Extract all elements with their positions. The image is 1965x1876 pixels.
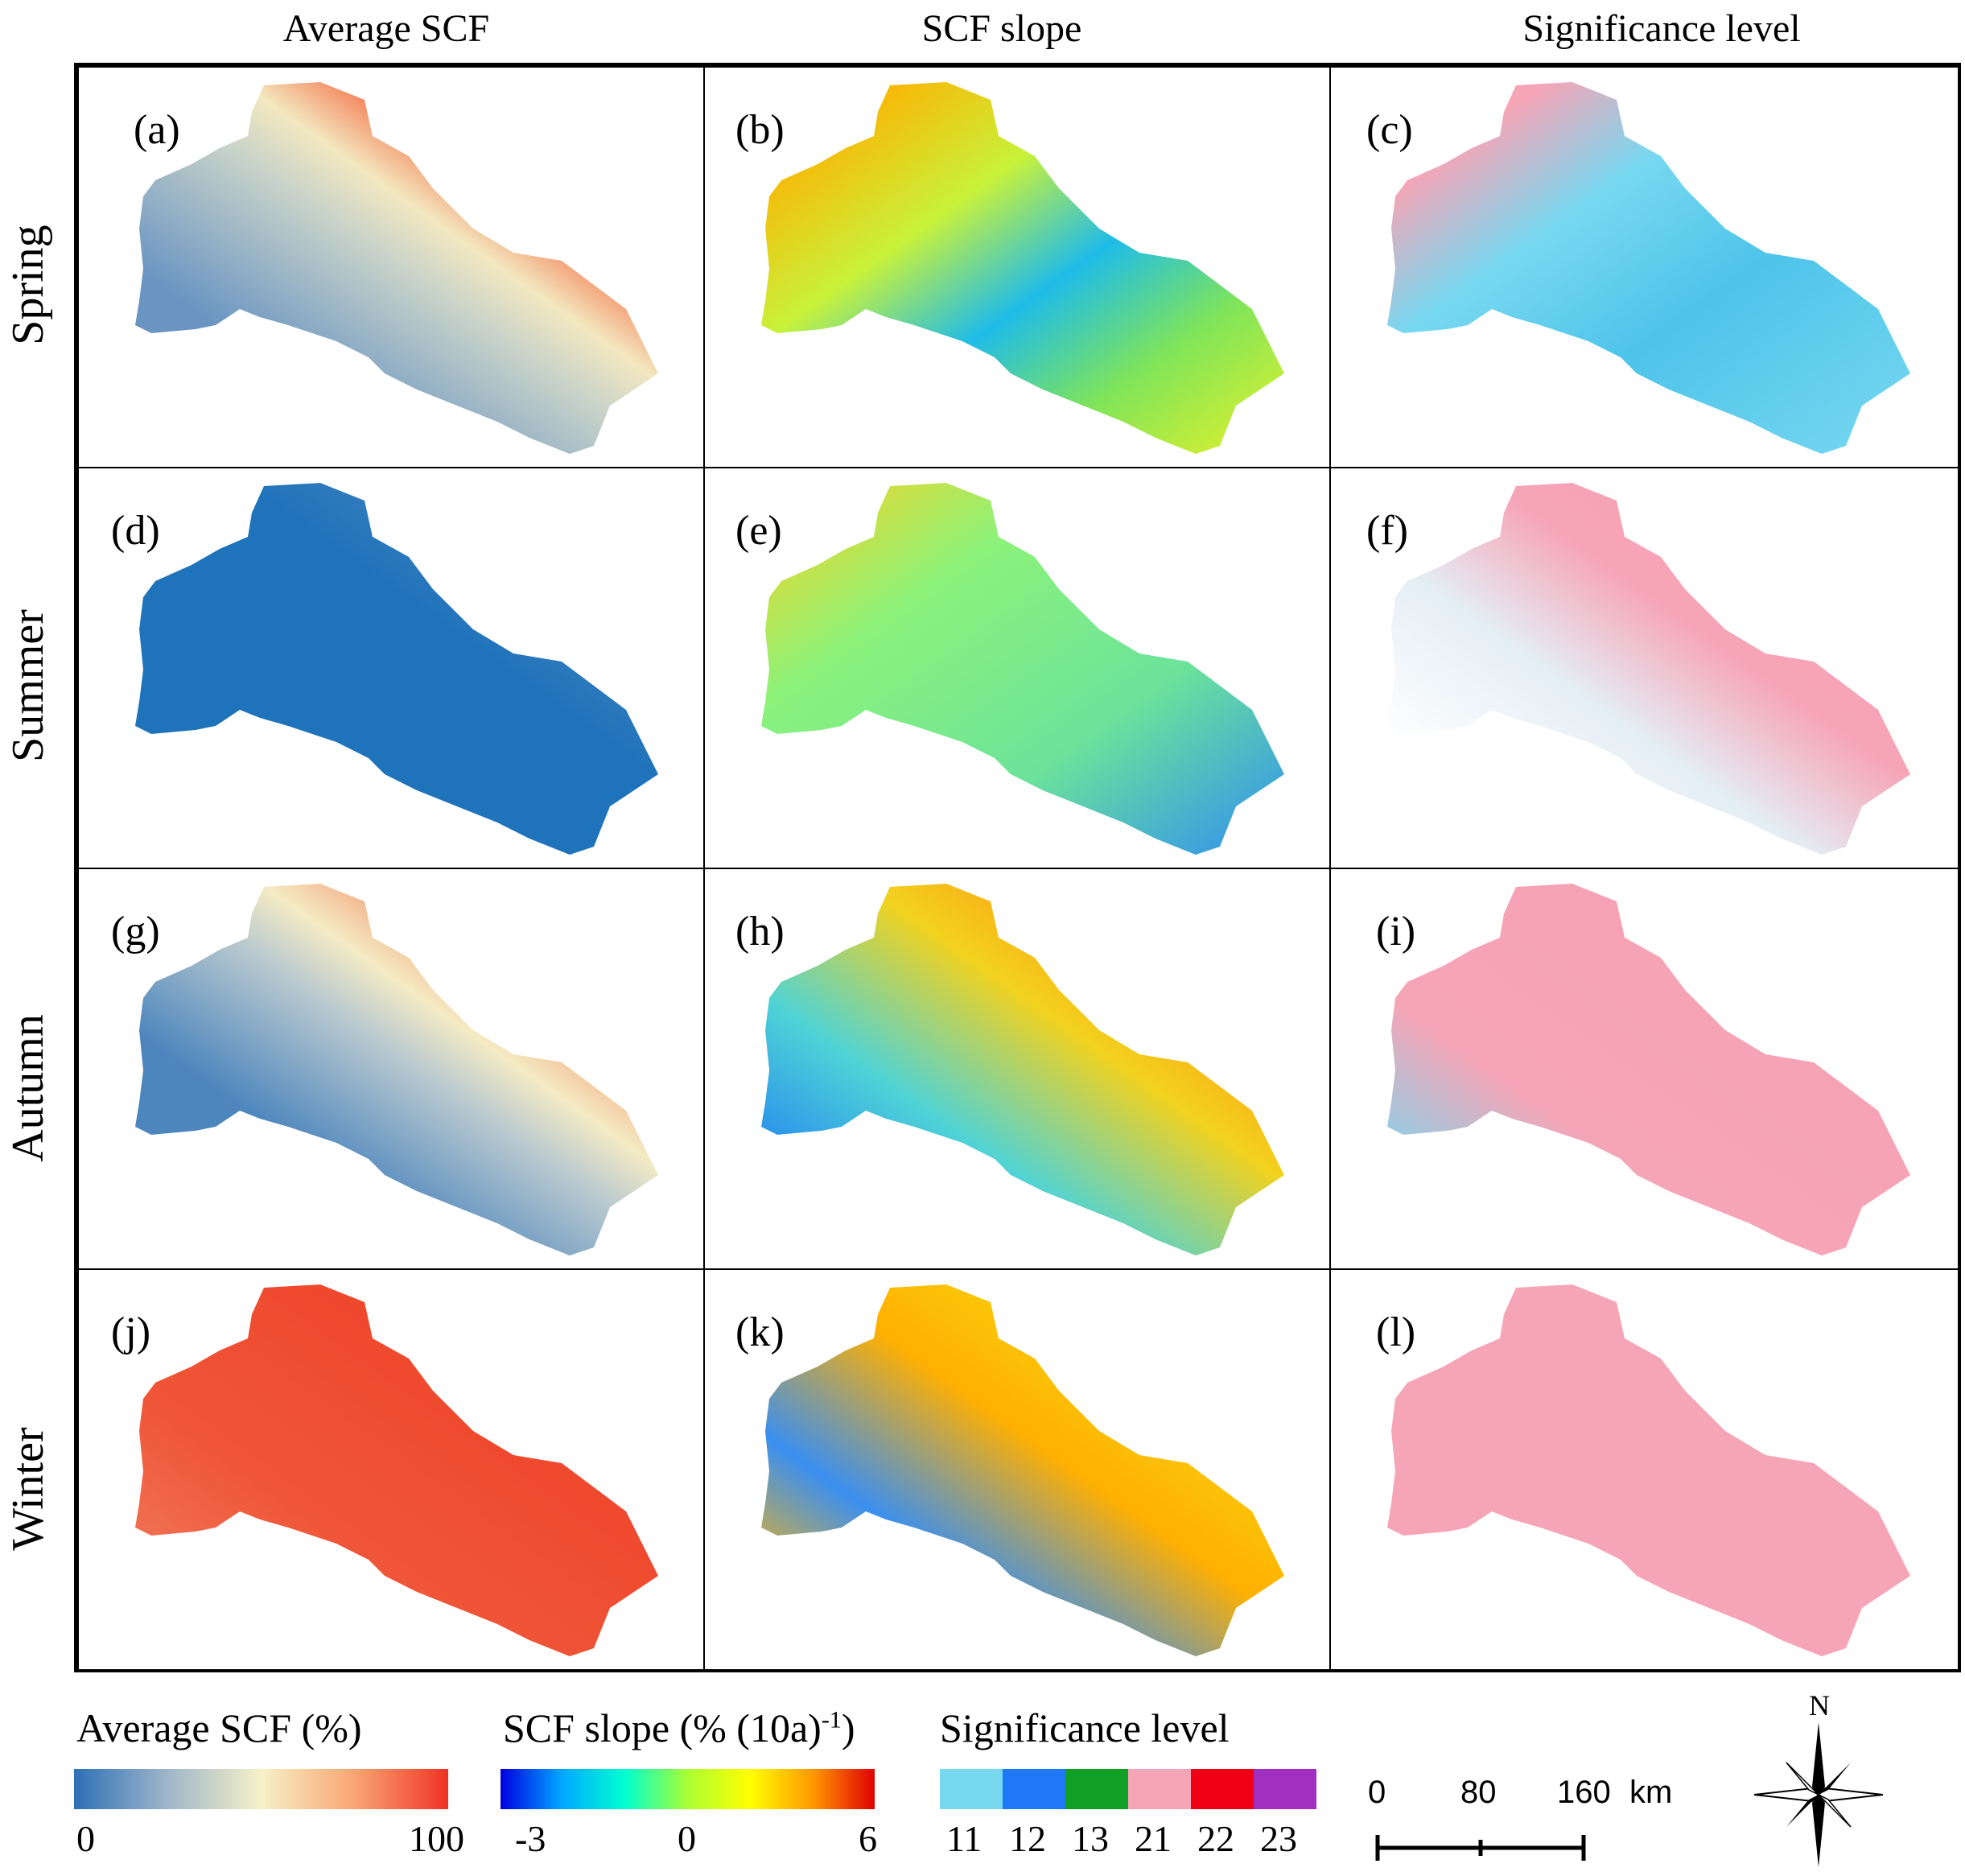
map-significance-winter [1387,1284,1910,1656]
significance-label-23: 23 [1260,1818,1297,1859]
significance-label-13: 13 [1072,1818,1109,1859]
colorbar-slope-tick-min: -3 [515,1818,546,1859]
significance-swatch-13 [1065,1769,1128,1809]
map-scf-slope-spring [761,82,1284,454]
significance-label-21: 21 [1135,1818,1172,1859]
map-significance-autumn [1387,884,1910,1255]
panel-label-c: (c) [1366,107,1413,153]
map-avg-scf-summer [135,483,658,855]
map-panel-grid: (a) (b) (c) (d) (e) (f) (g) (h) (i) (j) … [74,63,1961,1672]
colorbar-scf-slope [501,1769,875,1809]
map-significance-summer [1387,483,1910,855]
panel-f: (f) [1329,467,1961,869]
scalebar [1375,1835,1586,1861]
map-significance-spring [1387,82,1910,454]
significance-swatch-11 [940,1769,1003,1809]
panel-g: (g) [77,868,705,1270]
panel-label-f: (f) [1366,508,1408,554]
significance-swatch-21 [1128,1769,1191,1809]
colorbar-scf-max-label: 100 [409,1818,464,1859]
legend-title-average-scf: Average SCF (%) [76,1705,362,1750]
panel-label-a: (a) [134,107,180,153]
panel-c: (c) [1329,66,1961,468]
panel-label-g: (g) [111,909,160,954]
scalebar-unit: km [1629,1775,1673,1810]
colorbar-slope-tick-max: 6 [859,1818,877,1859]
row-title-winter: Winter [3,1427,53,1551]
column-title-average-scf: Average SCF [282,7,490,50]
panel-k: (k) [703,1268,1331,1672]
legend-slope-title-sup: -1 [821,1706,842,1734]
row-title-summer: Summer [3,609,53,762]
colorbar-average-scf [74,1769,448,1809]
significance-swatch-22 [1191,1769,1254,1809]
significance-label-12: 12 [1009,1818,1046,1859]
row-title-spring: Spring [3,225,53,345]
panel-label-j: (j) [111,1309,151,1355]
significance-swatch-23 [1254,1769,1316,1809]
panel-label-k: (k) [735,1309,785,1355]
map-scf-slope-autumn [761,884,1284,1255]
panel-label-d: (d) [111,508,160,554]
panel-b: (b) [703,66,1331,468]
scalebar-label-0: 0 [1368,1775,1386,1810]
legend-title-scf-slope: SCF slope (% (10a)-1) [503,1705,855,1751]
legend-slope-title-end: ) [841,1705,855,1750]
map-avg-scf-winter [135,1284,658,1656]
panel-i: (i) [1329,868,1961,1270]
row-title-autumn: Autumn [3,1014,53,1162]
panel-h: (h) [703,868,1331,1270]
map-scf-slope-summer [761,483,1284,855]
significance-label-11: 11 [946,1818,982,1859]
panel-label-e: (e) [735,508,782,554]
scalebar-label-160: 160 [1557,1775,1611,1810]
column-title-significance-level: Significance level [1522,7,1801,50]
north-arrow-label: N [1809,1689,1830,1721]
panel-label-b: (b) [735,107,785,153]
scalebar-label-80: 80 [1460,1775,1497,1810]
column-title-scf-slope: SCF slope [921,7,1082,50]
panel-j: (j) [77,1268,705,1672]
north-arrow-icon [1754,1722,1883,1867]
panel-label-l: (l) [1376,1309,1416,1355]
legend-title-significance: Significance level [940,1705,1230,1750]
panel-e: (e) [703,467,1331,869]
colorbar-slope-tick-zero: 0 [678,1818,696,1859]
significance-swatch-12 [1003,1769,1065,1809]
panel-l: (l) [1329,1268,1961,1672]
map-scf-slope-winter [761,1284,1284,1656]
panel-a: (a) [77,66,705,468]
significance-label-22: 22 [1197,1818,1234,1859]
panel-d: (d) [77,467,705,869]
panel-label-i: (i) [1376,909,1416,954]
colorbar-scf-min-label: 0 [76,1818,95,1859]
map-avg-scf-autumn [135,884,658,1255]
legend-slope-title-main: SCF slope (% (10a) [503,1705,822,1750]
panel-label-h: (h) [735,909,785,954]
